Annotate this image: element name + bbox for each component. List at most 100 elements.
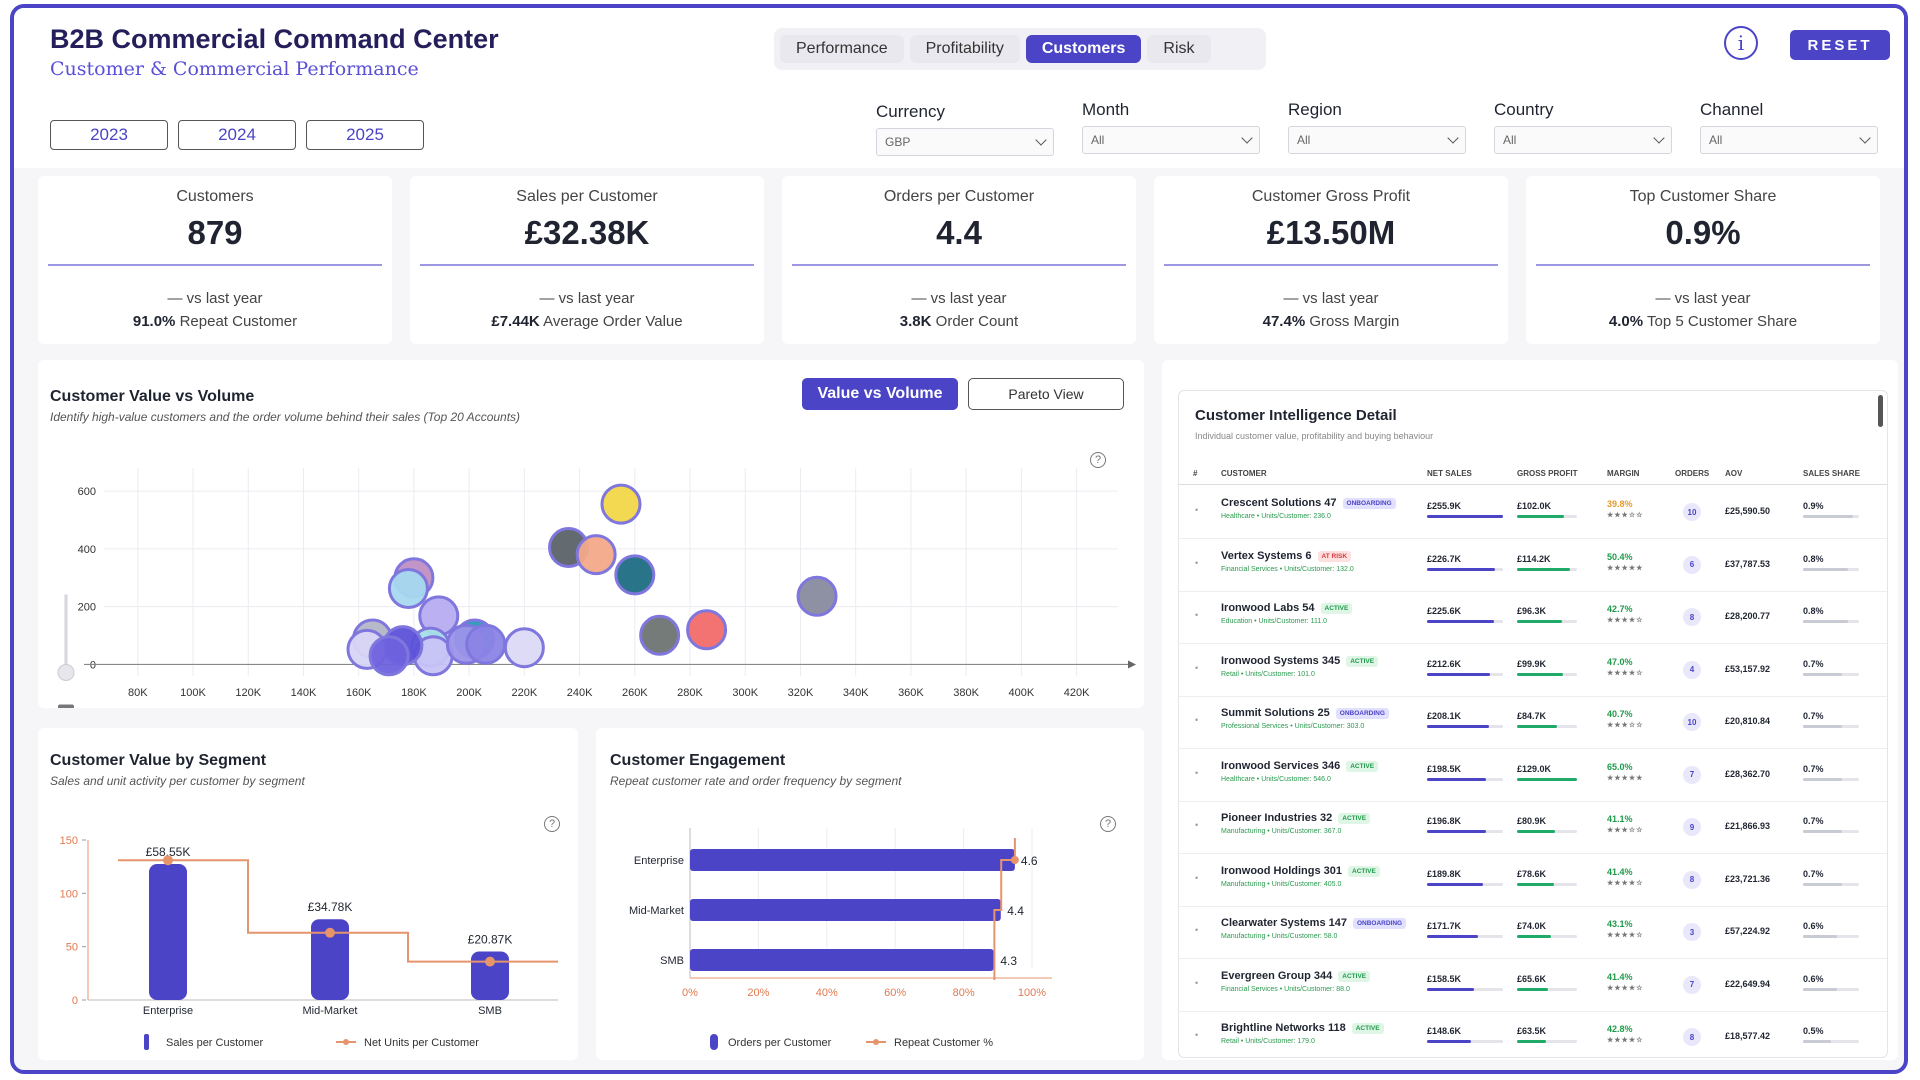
currency-select[interactable]: GBP bbox=[876, 128, 1054, 156]
margin-cell: 42.7% ★★★★☆ bbox=[1607, 604, 1643, 624]
scrollbar[interactable] bbox=[1878, 395, 1883, 427]
customer-name[interactable]: Summit Solutions 25 bbox=[1221, 707, 1330, 719]
info-icon[interactable]: i bbox=[1724, 26, 1758, 60]
net-sales-cell: £171.7K bbox=[1427, 921, 1503, 938]
x-tick-label: 360K bbox=[898, 687, 924, 699]
table-row[interactable]: • Vertex Systems 6 AT RISK Financial Servic… bbox=[1179, 540, 1887, 592]
customer-name[interactable]: Ironwood Holdings 301 bbox=[1221, 864, 1343, 877]
column-header[interactable]: MARGIN bbox=[1607, 469, 1640, 478]
bar-track bbox=[1517, 672, 1577, 676]
customer-name[interactable]: Ironwood Services 346 bbox=[1221, 759, 1341, 772]
rating-stars-icon: ★★★☆☆ bbox=[1607, 827, 1644, 834]
legend-label: Repeat Customer % bbox=[894, 1037, 993, 1049]
column-header[interactable]: AOV bbox=[1725, 469, 1743, 478]
country-select[interactable]: All bbox=[1494, 126, 1672, 154]
table-row[interactable]: • Ironwood Services 346 ACTIVE Healthcare •… bbox=[1179, 750, 1887, 802]
x-tick-label: 420K bbox=[1064, 687, 1090, 699]
bar-data-label: 4.3 bbox=[1000, 954, 1017, 968]
gross-profit-value: £96.3K bbox=[1517, 606, 1547, 616]
customer-meta: Manufacturing • Units/Customer: 58.0 bbox=[1221, 933, 1338, 940]
row-bullet: • bbox=[1195, 505, 1199, 515]
status-badge: ACTIVE bbox=[1346, 760, 1379, 772]
status-badge: ACTIVE bbox=[1338, 970, 1371, 982]
tab-performance[interactable]: Performance bbox=[780, 35, 904, 63]
card-title: Customer Value vs Volume bbox=[50, 388, 255, 405]
x-tick-label: 80K bbox=[128, 687, 148, 699]
net-sales-cell: £208.1K bbox=[1427, 711, 1503, 728]
bar-fill bbox=[1517, 987, 1548, 991]
pareto-view-button[interactable]: Pareto View bbox=[968, 378, 1124, 410]
customer-name[interactable]: Ironwood Labs 54 bbox=[1221, 602, 1315, 614]
customer-table: Customer Intelligence Detail Individual … bbox=[1178, 390, 1888, 1058]
column-header[interactable]: # bbox=[1193, 469, 1198, 478]
rating-stars-icon: ★★★☆☆ bbox=[1607, 722, 1644, 729]
table-row[interactable]: • Brightline Networks 118 ACTIVE Retail • U… bbox=[1179, 1012, 1887, 1057]
table-row[interactable]: • Evergreen Group 344 ACTIVE Financial Serv… bbox=[1179, 960, 1887, 1012]
tab-customers[interactable]: Customers bbox=[1025, 35, 1142, 63]
column-header[interactable]: CUSTOMER bbox=[1221, 469, 1267, 478]
table-row[interactable]: • Ironwood Systems 345 ACTIVE Retail • Unit… bbox=[1179, 645, 1887, 697]
filter-value: All bbox=[1503, 133, 1517, 147]
table-row[interactable]: • Ironwood Holdings 301 ACTIVE Manufacturin… bbox=[1179, 855, 1887, 907]
legend-label: Net Units per Customer bbox=[364, 1037, 479, 1049]
column-header[interactable]: SALES SHARE bbox=[1803, 469, 1860, 478]
margin-cell: 43.1% ★★★★☆ bbox=[1607, 919, 1643, 939]
gross-profit-value: £84.7K bbox=[1517, 711, 1547, 721]
rating-stars-icon: ★★★★☆ bbox=[1607, 669, 1644, 677]
sales-share-cell: 0.5% bbox=[1803, 1026, 1859, 1043]
region-select[interactable]: All bbox=[1288, 126, 1466, 154]
table-row[interactable]: • Crescent Solutions 47 ONBOARDING Healthca… bbox=[1179, 487, 1887, 539]
column-header[interactable]: ORDERS bbox=[1675, 469, 1710, 478]
help-icon[interactable]: ? bbox=[1100, 816, 1116, 832]
scatter-point bbox=[503, 627, 545, 669]
help-icon[interactable]: ? bbox=[1090, 452, 1106, 468]
year-button-2025[interactable]: 2025 bbox=[306, 120, 424, 150]
bar-track bbox=[1427, 1040, 1503, 1043]
bar-fill bbox=[1427, 725, 1489, 728]
sales-share-cell: 0.8% bbox=[1803, 606, 1859, 623]
customer-name[interactable]: Crescent Solutions 47 bbox=[1221, 497, 1337, 509]
column-header[interactable]: GROSS PROFIT bbox=[1517, 469, 1578, 478]
x-tick-label: 40% bbox=[816, 987, 838, 999]
table-row[interactable]: • Summit Solutions 25 ONBOARDING Profession… bbox=[1179, 697, 1887, 749]
table-row[interactable]: • Ironwood Labs 54 ACTIVE Education • Units… bbox=[1179, 592, 1887, 644]
orders-bar bbox=[690, 849, 1015, 871]
year-button-2024[interactable]: 2024 bbox=[178, 120, 296, 150]
table-row[interactable]: • Pioneer Industries 32 ACTIVE Manufacturin… bbox=[1179, 802, 1887, 854]
customer-name[interactable]: Clearwater Systems 147 bbox=[1221, 917, 1347, 929]
month-select[interactable]: All bbox=[1082, 126, 1260, 154]
tab-profitability[interactable]: Profitability bbox=[909, 35, 1020, 63]
customer-meta: Healthcare • Units/Customer: 236.0 bbox=[1221, 513, 1331, 520]
bar-track bbox=[1803, 935, 1859, 938]
bar-track bbox=[1803, 725, 1859, 728]
scatter-point bbox=[796, 575, 838, 617]
customer-name[interactable]: Evergreen Group 344 bbox=[1221, 969, 1333, 982]
table-row[interactable]: • Clearwater Systems 147 ONBOARDING Manufac… bbox=[1179, 907, 1887, 959]
chevron-down-icon bbox=[1035, 134, 1047, 146]
customer-name[interactable]: Ironwood Systems 345 bbox=[1221, 654, 1341, 667]
customer-name[interactable]: Pioneer Industries 32 bbox=[1221, 812, 1333, 824]
column-header[interactable]: NET SALES bbox=[1427, 469, 1472, 478]
customer-name[interactable]: Vertex Systems 6 bbox=[1221, 549, 1312, 562]
reset-button[interactable]: RESET bbox=[1790, 30, 1890, 60]
year-button-2023[interactable]: 2023 bbox=[50, 120, 168, 150]
filter-label: Currency bbox=[876, 102, 945, 121]
x-tick-label: 0% bbox=[682, 987, 698, 999]
value-vs-volume-button[interactable]: Value vs Volume bbox=[802, 378, 958, 410]
gross-profit-cell: £74.0K bbox=[1517, 921, 1577, 938]
orders-badge: 10 bbox=[1683, 713, 1701, 731]
bar-data-label: £58.55K bbox=[146, 845, 191, 859]
sales-share-cell: 0.7% bbox=[1803, 711, 1859, 728]
bar-track bbox=[1803, 672, 1859, 676]
kpi-delta: — vs last year bbox=[167, 290, 263, 307]
row-bullet: • bbox=[1195, 610, 1199, 620]
net-sales-cell: £255.9K bbox=[1427, 501, 1503, 518]
scatter-point bbox=[465, 623, 507, 665]
card-title: Customer Value by Segment bbox=[50, 752, 267, 769]
channel-select[interactable]: All bbox=[1700, 126, 1878, 154]
tab-risk[interactable]: Risk bbox=[1147, 35, 1211, 63]
net-sales-cell: £198.5K bbox=[1427, 764, 1503, 781]
help-icon[interactable]: ? bbox=[544, 816, 560, 832]
orders-badge: 4 bbox=[1683, 660, 1701, 679]
customer-name[interactable]: Brightline Networks 118 bbox=[1221, 1022, 1346, 1034]
